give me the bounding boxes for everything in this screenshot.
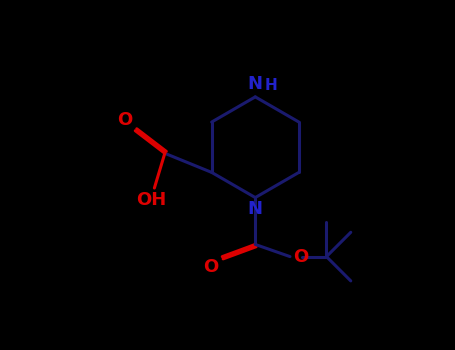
Text: N: N: [248, 200, 263, 218]
Text: N: N: [248, 75, 263, 93]
Text: OH: OH: [136, 191, 166, 209]
Text: O: O: [293, 247, 308, 266]
Text: H: H: [265, 78, 278, 93]
Text: O: O: [117, 111, 132, 129]
Text: O: O: [203, 258, 219, 276]
